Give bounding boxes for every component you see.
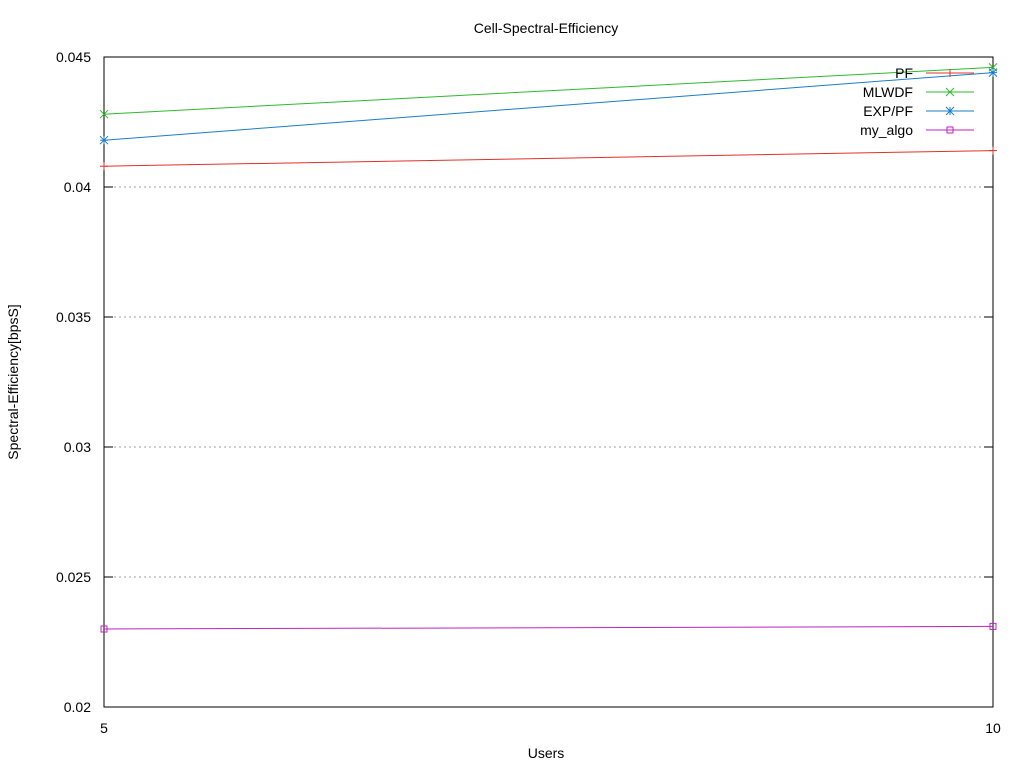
legend: PF MLWDF EXP/PF my_algo	[860, 65, 974, 138]
y-tick-label: 0.02	[64, 699, 91, 715]
series-3	[100, 622, 997, 633]
legend-marker	[945, 106, 955, 116]
data-point	[988, 68, 998, 77]
y-tick-label: 0.025	[56, 569, 91, 585]
series-line	[103, 625, 994, 630]
x-tick-label: 5	[100, 720, 108, 736]
legend-marker	[945, 87, 955, 97]
legend-label: my_algo	[860, 122, 913, 138]
x-axis-ticks: 5 10	[100, 57, 1001, 736]
series-layer	[99, 63, 998, 633]
legend-label: EXP/PF	[863, 103, 913, 119]
plot-frame	[103, 56, 994, 708]
series-line	[103, 150, 994, 167]
y-tick-label: 0.04	[64, 179, 91, 195]
legend-item: my_algo	[860, 122, 974, 138]
y-axis-ticks: 0.02 0.025 0.03 0.035 0.04 0.045	[56, 49, 993, 715]
grid	[104, 186, 993, 578]
y-tick-label: 0.035	[56, 309, 91, 325]
data-point	[989, 622, 997, 630]
legend-item: MLWDF	[863, 84, 974, 100]
series-line	[103, 66, 994, 115]
x-tick-label: 10	[985, 720, 1001, 736]
data-point	[99, 109, 109, 119]
chart-title: Cell-Spectral-Efficiency	[474, 20, 618, 36]
data-point	[100, 162, 108, 171]
y-tick-label: 0.03	[64, 439, 91, 455]
data-point	[100, 625, 108, 633]
legend-item: EXP/PF	[863, 103, 974, 119]
legend-label: PF	[895, 65, 913, 81]
legend-marker	[946, 126, 954, 134]
series-0	[100, 146, 997, 171]
y-axis-label: Spectral-Efficiency[bpsS]	[5, 304, 21, 459]
legend-marker	[946, 69, 954, 77]
data-point	[99, 135, 109, 145]
legend-item: PF	[895, 65, 974, 81]
legend-label: MLWDF	[863, 84, 913, 100]
series-line	[103, 72, 994, 141]
series-2	[99, 68, 998, 145]
y-tick-label: 0.045	[56, 49, 91, 65]
data-point	[989, 146, 997, 155]
x-axis-label: Users	[528, 745, 565, 761]
